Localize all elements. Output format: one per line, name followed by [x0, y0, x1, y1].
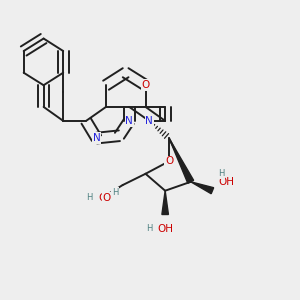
Text: OH: OH [157, 224, 173, 234]
Polygon shape [169, 138, 194, 183]
Text: H: H [112, 188, 118, 197]
Text: O: O [102, 193, 111, 202]
Polygon shape [162, 191, 168, 214]
Text: H: H [147, 224, 153, 233]
Text: O: O [141, 80, 150, 90]
Text: H: H [218, 169, 225, 178]
Text: OH: OH [218, 177, 234, 187]
Text: N: N [125, 116, 133, 126]
Text: O: O [165, 156, 173, 166]
Text: O: O [98, 193, 106, 202]
Polygon shape [191, 182, 214, 194]
Text: N: N [93, 133, 101, 143]
Text: N: N [145, 116, 153, 126]
Text: H: H [87, 193, 93, 202]
